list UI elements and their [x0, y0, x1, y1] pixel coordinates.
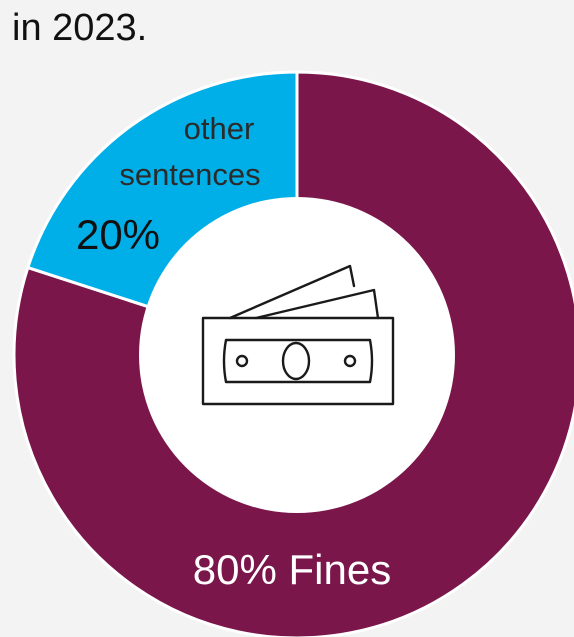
label-other-line1: other — [184, 111, 255, 146]
label-fines: 80% Fines — [193, 546, 391, 593]
page-heading: in 2023. — [12, 7, 148, 49]
label-other-percent: 20% — [76, 211, 160, 258]
donut-hole — [139, 197, 455, 513]
label-other-line2: sentences — [119, 157, 260, 192]
banknote-icon — [201, 264, 395, 406]
